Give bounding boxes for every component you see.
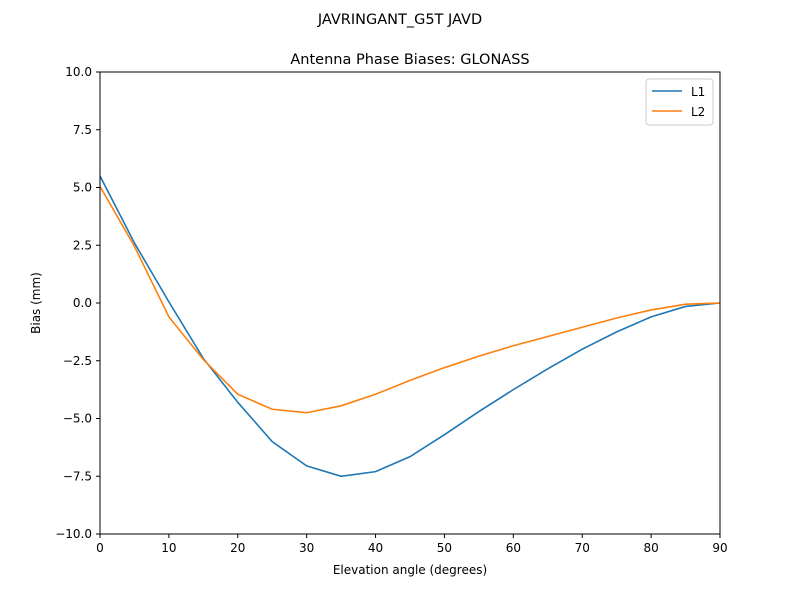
y-tick-label: 0.0 [73,296,92,310]
chart-title: Antenna Phase Biases: GLONASS [290,52,529,68]
x-tick-label: 50 [437,541,452,555]
x-tick-label: 10 [161,541,176,555]
suptitle: JAVRINGANT_G5T JAVD [317,12,482,28]
x-tick-label: 70 [575,541,590,555]
legend-label: L2 [691,105,705,119]
y-tick-label: 5.0 [73,181,92,195]
x-tick-label: 60 [506,541,521,555]
y-tick-label: −10.0 [55,527,92,541]
y-tick-label: 2.5 [73,238,92,252]
x-tick-label: 80 [643,541,658,555]
x-tick-label: 20 [230,541,245,555]
x-tick-label: 40 [368,541,383,555]
series-line-l2 [99,185,721,414]
y-tick-label: 10.0 [65,65,92,79]
y-tick-label: −5.0 [63,412,92,426]
plot-frame [99,71,721,535]
y-axis-label: Bias (mm) [29,272,43,334]
x-tick-label: 30 [299,541,314,555]
x-tick-label: 0 [96,541,104,555]
y-tick-label: 7.5 [73,123,92,137]
y-tick-label: −2.5 [63,354,92,368]
y-tick-label: −7.5 [63,469,92,483]
legend-label: L1 [691,85,705,99]
series-line-l1 [99,175,721,478]
x-axis-label: Elevation angle (degrees) [333,563,487,577]
x-tick-label: 90 [712,541,727,555]
